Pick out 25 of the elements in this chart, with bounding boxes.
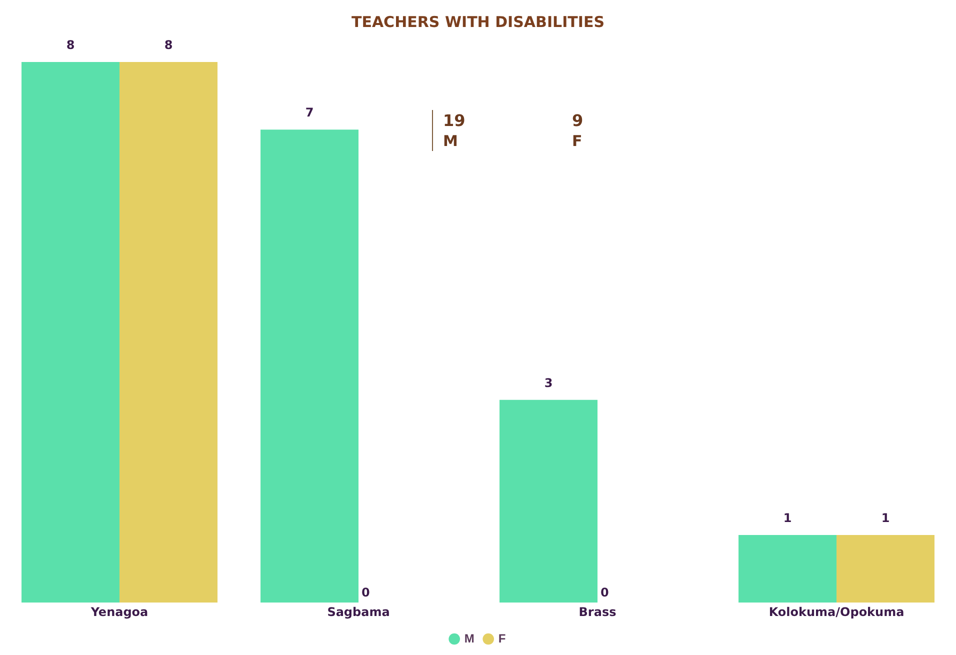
- bar: [500, 400, 598, 603]
- annotation: 19: [443, 111, 466, 130]
- x-tick-label: Sagbama: [327, 604, 390, 619]
- annotation: M: [443, 132, 458, 150]
- annotation: F: [572, 132, 582, 150]
- bar: [22, 62, 120, 603]
- bar: [738, 535, 836, 603]
- annotation: 9: [572, 111, 584, 130]
- data-label: 1: [783, 511, 792, 526]
- data-label: 8: [164, 38, 173, 52]
- data-label: 1: [881, 511, 890, 526]
- x-tick-label: Kolokuma/Opokuma: [768, 604, 904, 619]
- legend-label: M: [464, 631, 474, 646]
- x-tick-label: Yenagoa: [90, 604, 148, 619]
- chart-title: TEACHERS WITH DISABILITIES: [351, 12, 605, 31]
- bar: [260, 130, 358, 603]
- data-label: 0: [600, 586, 609, 600]
- data-label: 0: [362, 586, 370, 600]
- x-tick-label: Brass: [578, 604, 616, 619]
- data-label: 3: [544, 376, 553, 390]
- data-label: 7: [305, 106, 314, 120]
- bar: [836, 535, 934, 603]
- legend-label: F: [498, 631, 506, 646]
- bar: [120, 62, 218, 603]
- data-label: 8: [66, 38, 75, 52]
